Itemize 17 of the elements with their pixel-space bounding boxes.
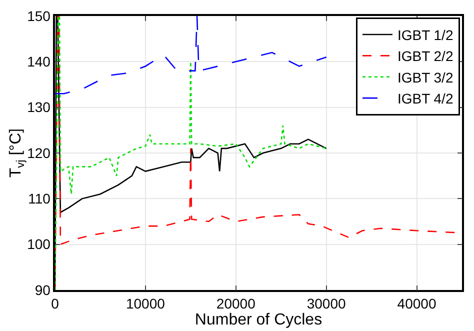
legend-label: IGBT 2/2 [397,48,454,64]
y-tick-label: 100 [27,236,51,252]
x-axis-title: Number of Cycles [194,312,322,329]
x-tick-label: 20000 [216,296,256,312]
x-tick-label: 10000 [126,296,166,312]
x-tick-label: 40000 [397,296,436,312]
legend-label: IGBT 1/2 [397,26,454,43]
y-tick-label: 90 [34,282,51,298]
y-tick-label: 130 [27,99,51,116]
y-tick-label: 110 [28,190,51,207]
y-tick-label: 120 [27,144,51,161]
y-tick-label: 140 [27,54,51,70]
legend-label: IGBT 3/2 [397,69,454,86]
x-tick-label: 0 [51,296,60,312]
x-tick-label: 30000 [306,296,346,312]
y-tick-label: 150 [27,8,51,24]
legend-label: IGBT 4/2 [397,90,454,107]
